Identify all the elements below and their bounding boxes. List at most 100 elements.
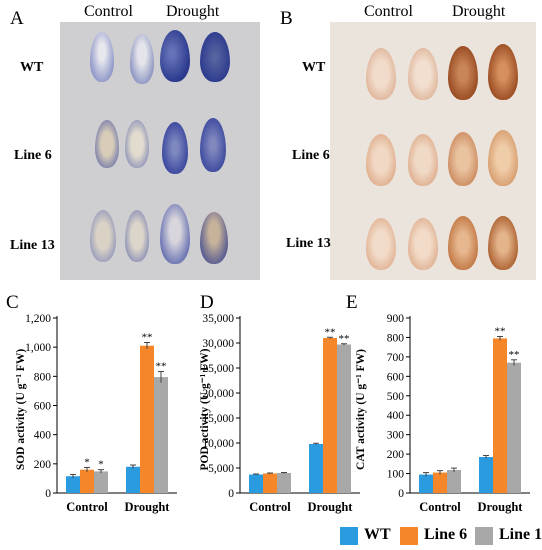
- x-tick-label-control: Control: [249, 500, 291, 514]
- y-axis-label-e: CAT activity (U g⁻¹ FW): [355, 349, 367, 470]
- leaf: [162, 122, 188, 174]
- leaf-plate-b: [330, 22, 536, 280]
- legend-label-line-6: Line 6: [424, 526, 468, 543]
- y-tick-label: 20,000: [202, 388, 234, 400]
- leaf: [488, 130, 518, 186]
- leaf: [125, 210, 149, 262]
- leaf: [488, 44, 518, 100]
- significance-marker: **: [339, 333, 350, 345]
- bar-line-6-control: [433, 472, 447, 493]
- bar-line-6-control: [263, 473, 277, 493]
- bar-wt-drought: [126, 466, 140, 493]
- leaf: [448, 132, 478, 186]
- y-tick-label: 500: [387, 391, 405, 403]
- y-axis-label-d: POD activity (U g⁻¹ FW): [199, 348, 211, 470]
- row-label-line-13: Line 13: [10, 238, 55, 253]
- y-tick-label: 0: [398, 488, 404, 500]
- bar-line-13-drought: [507, 362, 521, 493]
- bar-wt-drought: [479, 457, 493, 493]
- y-axis-label-c: SOD activity (U g⁻¹ FW): [15, 349, 27, 470]
- leaf: [448, 46, 478, 100]
- bar-line-13-drought: [154, 377, 168, 493]
- row-label-wt: WT: [302, 60, 326, 75]
- significance-marker: **: [325, 326, 336, 338]
- y-tick-label: 400: [34, 430, 52, 442]
- x-tick-label-drought: Drought: [308, 500, 354, 514]
- y-tick-label: 1,000: [25, 342, 51, 354]
- panel-letter-e: E: [346, 292, 358, 313]
- column-header-drought: Drought: [452, 3, 506, 20]
- bar-line-13-drought: [337, 344, 351, 493]
- y-tick-label: 300: [387, 430, 405, 442]
- leaf: [160, 30, 190, 82]
- y-tick-label: 600: [387, 371, 405, 383]
- leaf: [488, 216, 518, 270]
- leaf: [408, 218, 438, 270]
- bar-line-13-control: [277, 473, 291, 493]
- bar-line-6-drought: [323, 338, 337, 493]
- significance-marker: **: [156, 361, 167, 373]
- bar-wt-control: [66, 476, 80, 493]
- legend-swatch-line-13: [475, 527, 493, 545]
- leaf: [95, 120, 119, 168]
- significance-marker: **: [142, 332, 153, 344]
- photo-panel-b: B Control Drought WT Line 6 Line 13: [272, 0, 542, 282]
- y-tick-label: 800: [34, 371, 52, 383]
- leaf: [448, 216, 478, 270]
- leaf: [90, 210, 116, 262]
- y-tick-label: 30,000: [202, 338, 234, 350]
- significance-marker: *: [98, 459, 104, 471]
- significance-marker: *: [84, 456, 90, 468]
- y-tick-label: 100: [387, 469, 405, 481]
- y-tick-label: 200: [34, 459, 52, 471]
- bar-line-6-drought: [140, 345, 154, 493]
- leaf: [90, 32, 114, 82]
- bar-line-13-control: [447, 470, 461, 493]
- row-label-line-13: Line 13: [286, 236, 331, 251]
- y-tick-label: 5,000: [208, 463, 234, 475]
- panel-letter-c: C: [6, 292, 19, 313]
- leaf: [160, 204, 190, 264]
- row-label-line-6: Line 6: [14, 148, 52, 163]
- panel-letter-a: A: [10, 8, 24, 29]
- leaf: [200, 212, 228, 264]
- leaf: [408, 48, 438, 100]
- y-tick-label: 0: [45, 488, 51, 500]
- row-label-wt: WT: [20, 60, 44, 75]
- x-tick-label-drought: Drought: [478, 500, 524, 514]
- column-header-control: Control: [84, 3, 133, 20]
- column-header-control: Control: [364, 3, 413, 20]
- leaf-plate-a: [60, 22, 260, 280]
- legend-label-line-13: Line 13: [499, 526, 542, 543]
- photo-panel-a: A Control Drought WT Line 6 Line 13: [0, 0, 270, 282]
- leaf: [408, 134, 438, 186]
- y-tick-label: 600: [34, 401, 52, 413]
- x-tick-label-control: Control: [66, 500, 108, 514]
- y-tick-label: 200: [387, 449, 405, 461]
- bar-wt-control: [249, 474, 263, 493]
- bar-line-6-drought: [493, 338, 507, 493]
- leaf: [200, 32, 230, 82]
- bar-line-6-control: [80, 469, 94, 493]
- x-tick-label-drought: Drought: [125, 500, 171, 514]
- leaf: [200, 118, 226, 172]
- leaf: [125, 120, 149, 168]
- panel-letter-b: B: [280, 8, 293, 29]
- significance-marker: **: [495, 325, 506, 337]
- bar-charts: C SOD activity (U g⁻¹ FW) 0 200 400 600 800 1,0…: [6, 292, 530, 514]
- y-tick-label: 25,000: [202, 363, 234, 375]
- leaf: [366, 134, 396, 186]
- column-header-drought: Drought: [166, 3, 220, 20]
- y-tick-label: 800: [387, 332, 405, 344]
- bar-line-13-control: [94, 471, 108, 493]
- leaf: [366, 48, 396, 100]
- panel-letter-d: D: [200, 292, 214, 313]
- legend-swatch-line-6: [400, 527, 418, 545]
- y-tick-label: 700: [387, 352, 405, 364]
- y-tick-label: 10,000: [202, 438, 234, 450]
- row-label-line-6: Line 6: [292, 148, 330, 163]
- y-tick-label: 35,000: [202, 313, 234, 325]
- y-tick-label: 0: [228, 488, 234, 500]
- bar-wt-drought: [309, 444, 323, 493]
- y-tick-label: 900: [387, 313, 405, 325]
